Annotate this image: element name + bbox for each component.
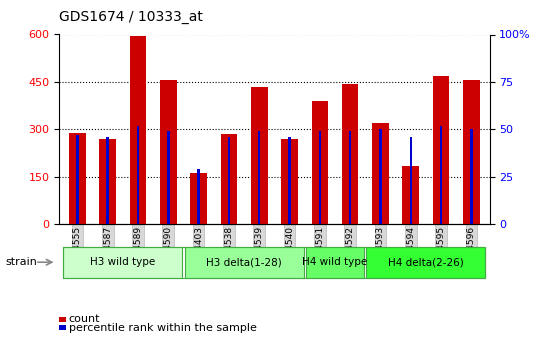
Text: H3 wild type: H3 wild type [90,257,155,267]
Bar [137,126,139,224]
Bar [107,137,109,224]
Text: GDS1674 / 10333_at: GDS1674 / 10333_at [59,10,203,24]
Bar [409,137,412,224]
Bar [372,123,389,224]
Bar [258,131,260,224]
Bar [281,139,298,224]
Bar [288,137,291,224]
Bar [312,101,328,224]
Bar [342,83,358,224]
Text: H4 wild type: H4 wild type [302,257,367,267]
Bar [130,36,146,224]
Bar [470,129,473,224]
Bar [251,87,267,224]
Bar [197,169,200,224]
Bar [228,137,230,224]
Text: H4 delta(2-26): H4 delta(2-26) [388,257,464,267]
Text: strain: strain [5,257,37,267]
Text: count: count [69,314,101,324]
Bar [318,131,321,224]
Text: percentile rank within the sample: percentile rank within the sample [69,323,257,333]
Bar [463,80,480,224]
Bar [433,76,449,224]
Text: H3 delta(1-28): H3 delta(1-28) [206,257,282,267]
Bar [402,166,419,224]
Bar [379,129,382,224]
Bar [76,135,79,224]
Bar [221,134,237,224]
Bar [100,139,116,224]
Bar [440,126,442,224]
Bar [190,173,207,224]
Bar [160,80,176,224]
Bar [69,132,86,224]
Bar [349,131,351,224]
Bar [167,131,169,224]
